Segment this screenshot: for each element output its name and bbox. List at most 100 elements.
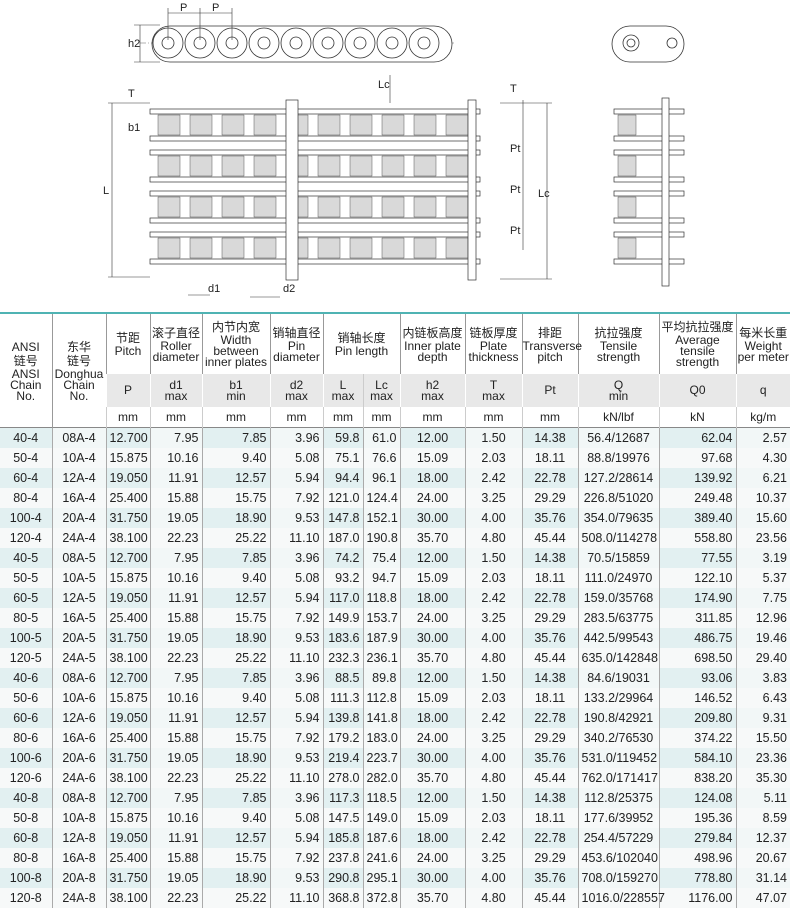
cell: 117.0 <box>322 588 363 608</box>
cell: 838.20 <box>658 768 736 788</box>
cell: 12.00 <box>399 668 465 688</box>
header-unit: kg/m <box>735 407 790 428</box>
cell: 778.80 <box>658 868 736 888</box>
cell: 15.88 <box>149 728 202 748</box>
label-d1: d1 <box>208 283 220 295</box>
cell: 25.400 <box>105 848 150 868</box>
cell: 35.76 <box>521 748 578 768</box>
cell: 584.10 <box>658 748 736 768</box>
cell: 18.11 <box>521 568 578 588</box>
cell: 139.8 <box>322 708 363 728</box>
cell: 3.96 <box>269 788 323 808</box>
cell: 25.400 <box>105 488 150 508</box>
table-row: 80-4 16A-4 25.400 15.88 15.75 7.92 121.0 124.4 2… <box>0 488 790 508</box>
symbol: d1 <box>169 377 183 392</box>
cell: 3.25 <box>464 488 522 508</box>
cell: 30.00 <box>399 748 465 768</box>
cell: 311.85 <box>658 608 736 628</box>
chain-spec-table: ANSI 链号 ANSI Chain No. 东华 链号 Donghua Chain … <box>0 312 790 908</box>
pin-hole <box>321 36 335 50</box>
pin-hole <box>353 36 367 50</box>
cell: 187.9 <box>362 628 400 648</box>
symbol: T <box>489 377 498 392</box>
cell: 249.48 <box>658 488 736 508</box>
cell: 127.2/28614 <box>577 468 659 488</box>
cell: 531.0/119452 <box>577 748 659 768</box>
cell: 1.50 <box>464 548 522 568</box>
cell: 453.6/102040 <box>577 848 659 868</box>
cell: 223.7 <box>362 748 400 768</box>
cell: 94.4 <box>322 468 363 488</box>
cell: 2.42 <box>464 588 522 608</box>
cell: 12.00 <box>399 548 465 568</box>
header-en: ANSI Chain No. <box>10 366 42 403</box>
cell: 18.90 <box>201 748 270 768</box>
cell: 10A-6 <box>51 688 106 708</box>
cell: 88.5 <box>322 668 363 688</box>
cell: 12A-6 <box>51 708 106 728</box>
cell: 124.4 <box>362 488 400 508</box>
cell: 14.38 <box>521 427 578 448</box>
cell: 9.53 <box>269 868 323 888</box>
cell: 12.57 <box>201 708 270 728</box>
table-row: 120-4 24A-4 38.100 22.23 25.22 11.10 187.0 190.… <box>0 528 790 548</box>
header-3: 滚子直径 Roller diameter <box>149 312 202 374</box>
cell: 15.875 <box>105 448 150 468</box>
table-row: 120-5 24A-5 38.100 22.23 25.22 11.10 232.3 236.… <box>0 648 790 668</box>
cell: 141.8 <box>362 708 400 728</box>
cell: 7.92 <box>269 728 323 748</box>
table-row: 120-8 24A-8 38.100 22.23 25.22 11.10 368.8 372.… <box>0 888 790 908</box>
cell: 187.0 <box>322 528 363 548</box>
cell: 22.23 <box>149 768 202 788</box>
cell: 56.4/12687 <box>577 427 659 448</box>
symbol: b1 <box>229 377 243 392</box>
cell: 8.59 <box>735 808 790 828</box>
cell: 15.75 <box>201 488 270 508</box>
cell: 24A-8 <box>51 888 106 908</box>
cell: 5.37 <box>735 568 790 588</box>
table-row: 60-5 12A-5 19.050 11.91 12.57 5.94 117.0 118.8 1… <box>0 588 790 608</box>
cell: 12.00 <box>399 788 465 808</box>
cell: 22.23 <box>149 648 202 668</box>
cell: 31.750 <box>105 628 150 648</box>
plate <box>613 149 685 156</box>
cell: 236.1 <box>362 648 400 668</box>
cell: 5.94 <box>269 468 323 488</box>
cell: 62.04 <box>658 427 736 448</box>
header-2: 节距 Pitch <box>105 312 150 374</box>
cell: 15.75 <box>201 728 270 748</box>
cell: 147.8 <box>322 508 363 528</box>
roller <box>349 196 373 218</box>
cell: 19.46 <box>735 628 790 648</box>
cell: 19.05 <box>149 628 202 648</box>
cell: 12.37 <box>735 828 790 848</box>
cell: 38.100 <box>105 888 150 908</box>
cell: 12A-5 <box>51 588 106 608</box>
cell: 74.2 <box>322 548 363 568</box>
cell: 97.68 <box>658 448 736 468</box>
roller <box>253 237 277 259</box>
header-en: Pin diameter <box>273 338 320 364</box>
cell: 282.0 <box>362 768 400 788</box>
header-cn: 内链板高度 <box>402 325 463 340</box>
cell: 118.8 <box>362 588 400 608</box>
cell: 558.80 <box>658 528 736 548</box>
cell: 75.4 <box>362 548 400 568</box>
cell: 23.56 <box>735 528 790 548</box>
cell: 12.700 <box>105 668 150 688</box>
header-8: 链板厚度 Plate thickness <box>464 312 522 374</box>
cell: 29.29 <box>521 728 578 748</box>
chain-drawings: P P h2 L T b1 Lc T Pt Pt Pt Lc d1 d2 <box>103 2 685 298</box>
cell: 19.050 <box>105 828 150 848</box>
header-cn: 抗拉强度 <box>594 325 643 340</box>
header-unit: mm <box>201 407 270 428</box>
cell: 35.70 <box>399 528 465 548</box>
header-en: Donghua Chain No. <box>54 366 104 403</box>
header-symbol: d1 max <box>149 374 202 407</box>
roller <box>413 155 437 177</box>
label-Pt-2: Pt <box>510 184 520 196</box>
header-en: Tensile strength <box>596 338 641 364</box>
cell: 35.70 <box>399 648 465 668</box>
cell: 15.875 <box>105 568 150 588</box>
